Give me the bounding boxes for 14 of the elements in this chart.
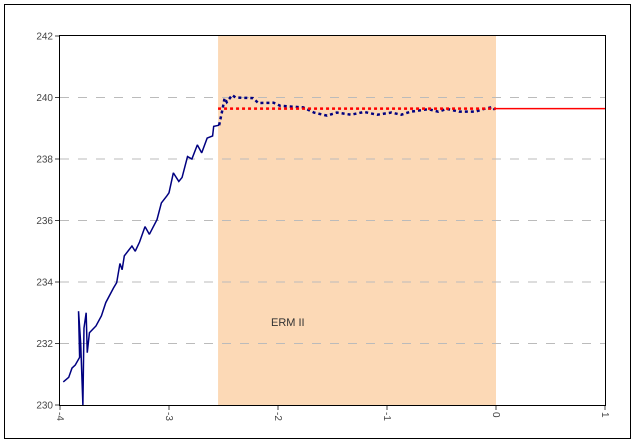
y-tick-label: 230	[36, 400, 54, 412]
y-tick-label: 240	[36, 93, 54, 104]
x-tick-label: -4	[54, 412, 65, 422]
x-tick-label: -1	[380, 412, 392, 422]
y-tick-label: 236	[36, 216, 54, 227]
x-tick-label: -2	[272, 412, 283, 422]
band-label: ERM II	[271, 317, 305, 329]
x-tick-label: 0	[490, 412, 501, 418]
y-tick-label: 242	[36, 32, 54, 42]
y-tick-label: 238	[36, 154, 54, 166]
x-tick-label: 1	[598, 412, 610, 418]
y-tick-label: 232	[36, 339, 54, 350]
x-tick-label: -3	[162, 412, 174, 422]
y-tick-label: 234	[36, 278, 54, 288]
